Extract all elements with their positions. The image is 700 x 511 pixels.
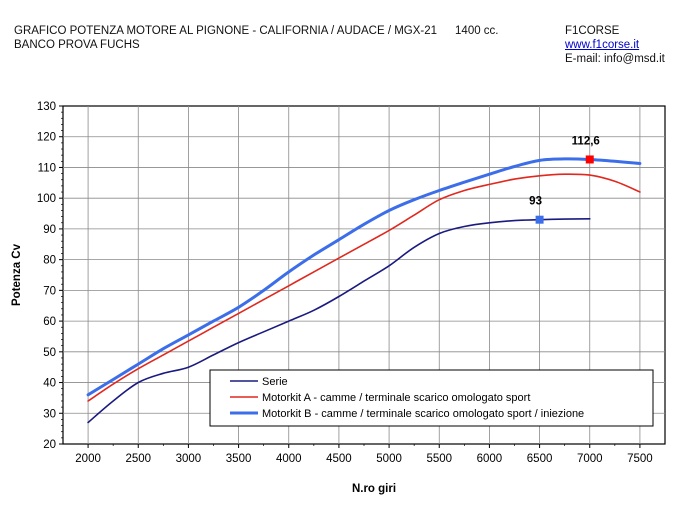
x-tick-label: 2000 [75,453,101,465]
y-tick-label: 120 [37,132,56,144]
website-link[interactable]: www.f1corse.it [565,39,640,51]
chart-header-right: F1CORSE www.f1corse.it E-mail: info@msd.… [565,24,665,66]
x-tick-label: 4000 [276,453,302,465]
company-name: F1CORSE [565,25,620,37]
x-tick-label: 6000 [477,453,503,465]
y-tick-label: 40 [43,378,56,390]
x-axis-label: N.ro giri [352,483,396,495]
x-tick-label: 4500 [326,453,352,465]
chart-header-left: GRAFICO POTENZA MOTORE AL PIGNONE - CALI… [14,24,499,52]
y-tick-label: 80 [43,255,56,267]
series-line-motorkit-b [86,157,642,397]
email-text: E-mail: info@msd.it [565,53,665,65]
legend-label: Motorkit B - camme / terminale scarico o… [262,408,584,420]
chart-subtitle: BANCO PROVA FUCHS [14,39,140,51]
legend-box [209,369,654,427]
y-tick-label: 130 [37,101,56,113]
y-tick-label: 20 [43,439,56,451]
chart-title: GRAFICO POTENZA MOTORE AL PIGNONE - CALI… [14,25,438,37]
x-tick-label: 3500 [226,453,252,465]
y-tick-label: 30 [43,408,56,420]
y-tick-label: 100 [37,193,56,205]
peak-marker [585,155,594,164]
x-tick-label: 6500 [527,453,553,465]
x-tick-label: 2500 [125,453,151,465]
series-line-motorkit-a [87,173,641,402]
series-line-serie [87,218,591,424]
x-tick-label: 7000 [577,453,603,465]
y-axis-label: Potenza Cv [11,243,23,306]
legend-label: Serie [262,376,288,388]
y-tick-label: 50 [43,347,56,359]
x-tick-label: 5500 [426,453,452,465]
y-tick-label: 90 [43,224,56,236]
peak-label: 112,6 [572,135,600,147]
peak-label: 93 [529,196,542,208]
x-tick-label: 7500 [627,453,653,465]
peak-marker [535,215,544,224]
x-tick-label: 3000 [176,453,202,465]
y-tick-label: 60 [43,316,56,328]
x-tick-label: 5000 [376,453,402,465]
chart-legend: Serie Motorkit A - camme / terminale scar… [209,369,654,427]
y-tick-label: 70 [43,285,56,297]
displacement-label: 1400 cc. [455,25,499,37]
legend-label: Motorkit A - camme / terminale scarico o… [262,392,530,404]
y-tick-label: 110 [38,162,56,174]
